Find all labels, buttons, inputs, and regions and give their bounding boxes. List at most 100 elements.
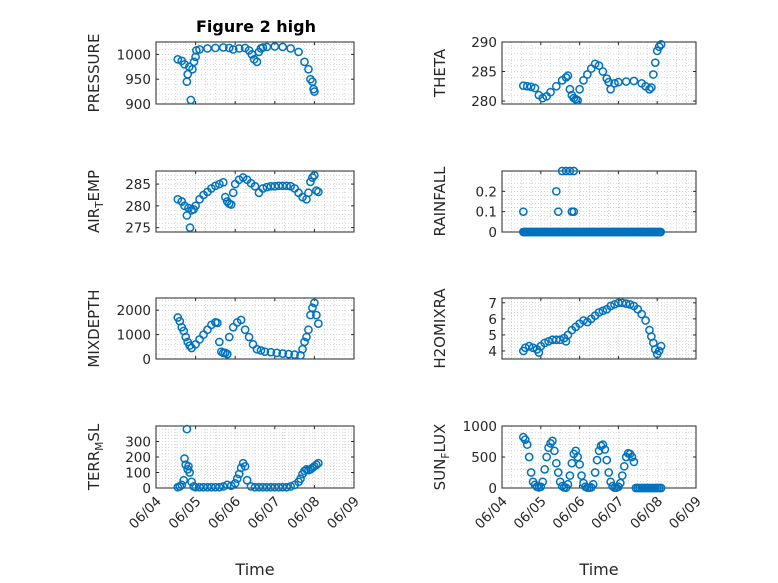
data-point xyxy=(524,341,534,351)
data-point xyxy=(654,42,664,52)
data-point xyxy=(228,322,238,332)
data-series xyxy=(518,298,666,359)
data-point xyxy=(242,475,252,485)
data-point xyxy=(518,207,528,217)
data-point xyxy=(310,87,319,96)
data-point xyxy=(290,350,299,359)
data-point xyxy=(594,446,604,456)
data-point xyxy=(173,55,183,64)
y-axis-label: TERRMSL xyxy=(85,423,106,491)
data-point xyxy=(522,81,532,91)
y-axis-label: AIRTEMP xyxy=(85,170,106,233)
x-tick-label: 06/09 xyxy=(666,494,705,533)
data-point xyxy=(598,306,608,316)
data-point xyxy=(619,461,629,471)
data-point xyxy=(215,337,224,347)
data-point xyxy=(598,440,608,449)
data-point xyxy=(629,76,639,86)
data-point xyxy=(236,463,246,473)
y-tick-label: 285 xyxy=(471,65,497,81)
data-point xyxy=(256,346,266,355)
y-tick-label: 280 xyxy=(471,94,497,110)
data-point xyxy=(606,301,615,311)
data-point xyxy=(272,348,282,358)
data-series xyxy=(173,424,323,492)
y-tick-label: 0.1 xyxy=(476,205,497,221)
data-point xyxy=(180,454,189,463)
data-point xyxy=(569,166,579,176)
data-point xyxy=(579,76,588,85)
data-point xyxy=(312,310,321,320)
data-point xyxy=(314,319,323,328)
data-point xyxy=(654,346,664,356)
y-tick-label: 275 xyxy=(125,221,151,237)
data-point xyxy=(586,64,596,73)
data-point xyxy=(222,349,232,359)
data-point xyxy=(563,479,573,489)
data-point xyxy=(594,308,604,317)
data-point xyxy=(179,475,189,485)
data-point xyxy=(240,461,250,471)
data-point xyxy=(252,344,262,354)
data-point xyxy=(588,479,598,489)
data-point xyxy=(278,482,288,492)
data-point xyxy=(211,482,220,492)
y-tick-label: 100 xyxy=(125,466,151,482)
data-point xyxy=(542,452,551,462)
data-point xyxy=(555,477,565,487)
data-point xyxy=(565,471,575,480)
data-point xyxy=(573,96,583,105)
data-point xyxy=(296,474,305,484)
data-point xyxy=(555,335,565,345)
x-tick-label: 06/07 xyxy=(588,494,627,533)
data-point xyxy=(590,468,600,477)
data-point xyxy=(621,77,631,86)
subplot-1: 900 950 1000 PRESSURE xyxy=(85,34,355,113)
data-point xyxy=(282,181,292,191)
data-point xyxy=(218,43,228,52)
data-point xyxy=(185,223,195,232)
figure-title: Figure 2 high xyxy=(196,17,316,36)
data-point xyxy=(526,468,536,477)
data-point xyxy=(546,87,555,97)
data-point xyxy=(656,483,666,493)
y-tick-label: 1000 xyxy=(463,419,497,435)
data-point xyxy=(551,458,561,468)
data-point xyxy=(314,187,323,197)
data-point xyxy=(266,347,276,357)
data-point xyxy=(191,201,200,211)
data-point xyxy=(203,44,212,53)
data-point xyxy=(577,471,586,480)
data-point xyxy=(304,64,313,74)
y-axis-label: MIXDEPTH xyxy=(85,289,103,367)
data-point xyxy=(185,341,195,350)
x-tick-label: 06/09 xyxy=(324,494,363,533)
data-point xyxy=(610,300,619,309)
data-point xyxy=(213,318,222,328)
data-point xyxy=(306,74,315,84)
axes-frame xyxy=(501,297,697,360)
subplot-2: 280 285 290 THETA xyxy=(431,35,697,110)
y-tick-label: 1000 xyxy=(117,328,151,344)
data-point xyxy=(286,44,295,53)
data-point xyxy=(195,335,204,344)
x-tick-label: 06/06 xyxy=(550,494,589,533)
data-point xyxy=(228,188,238,198)
data-point xyxy=(222,480,232,490)
y-tick-label: 2000 xyxy=(117,303,151,319)
x-tick-label: 06/05 xyxy=(166,494,205,533)
y-tick-label: 1000 xyxy=(117,47,151,63)
data-point xyxy=(215,179,224,189)
data-point xyxy=(258,184,268,193)
data-point xyxy=(617,471,627,480)
data-point xyxy=(240,325,250,335)
data-point xyxy=(195,194,204,204)
y-axis-label: H2OMIXRA xyxy=(431,288,449,369)
data-point xyxy=(526,82,536,92)
data-point xyxy=(656,40,666,49)
data-point xyxy=(189,57,199,67)
y-tick-label: 0 xyxy=(142,352,151,368)
axes-frame xyxy=(155,297,355,360)
y-tick-label: 280 xyxy=(125,199,151,215)
